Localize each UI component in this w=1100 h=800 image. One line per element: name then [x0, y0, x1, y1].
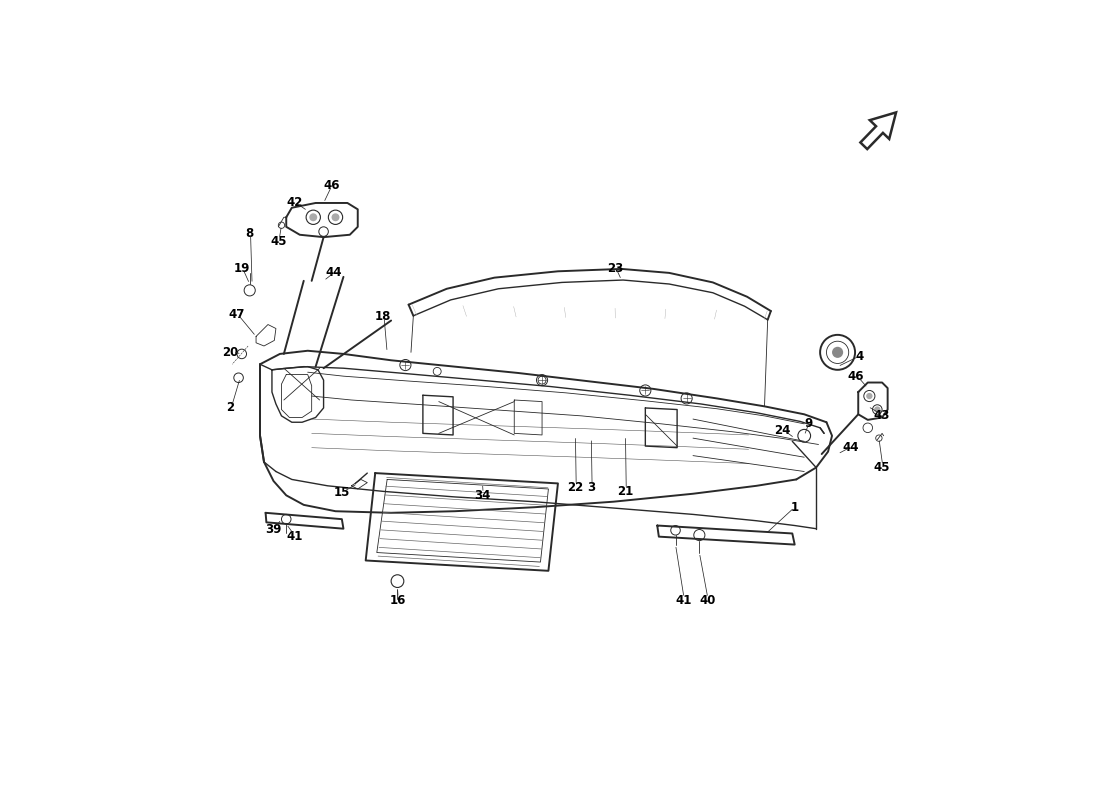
Text: 3: 3	[587, 481, 595, 494]
Text: 20: 20	[222, 346, 239, 359]
Text: 19: 19	[233, 262, 250, 275]
Text: 1: 1	[791, 501, 799, 514]
Text: 45: 45	[271, 234, 287, 248]
Text: 23: 23	[607, 262, 624, 275]
Text: 41: 41	[286, 530, 302, 543]
Text: 21: 21	[617, 485, 634, 498]
Text: 46: 46	[848, 370, 865, 382]
Text: 47: 47	[228, 308, 244, 321]
Text: 4: 4	[856, 350, 864, 363]
Text: 24: 24	[773, 424, 790, 437]
Text: 15: 15	[333, 486, 350, 499]
Circle shape	[331, 214, 340, 222]
Circle shape	[874, 406, 880, 413]
Text: 41: 41	[675, 594, 692, 606]
Text: 40: 40	[700, 594, 715, 606]
Circle shape	[832, 346, 844, 358]
Text: 46: 46	[323, 179, 340, 192]
Circle shape	[866, 393, 872, 399]
Text: 2: 2	[227, 402, 234, 414]
Text: 45: 45	[873, 461, 890, 474]
Text: 44: 44	[326, 266, 342, 279]
Text: 34: 34	[474, 489, 491, 502]
Text: 43: 43	[873, 410, 890, 422]
Text: 9: 9	[804, 418, 812, 430]
Text: 8: 8	[245, 226, 254, 240]
Text: 39: 39	[265, 523, 282, 536]
Text: 42: 42	[286, 197, 302, 210]
Text: 44: 44	[843, 441, 859, 454]
FancyArrow shape	[860, 113, 896, 149]
Text: 16: 16	[389, 594, 406, 606]
Circle shape	[309, 214, 317, 222]
Text: 22: 22	[568, 481, 583, 494]
Text: 18: 18	[375, 310, 392, 323]
